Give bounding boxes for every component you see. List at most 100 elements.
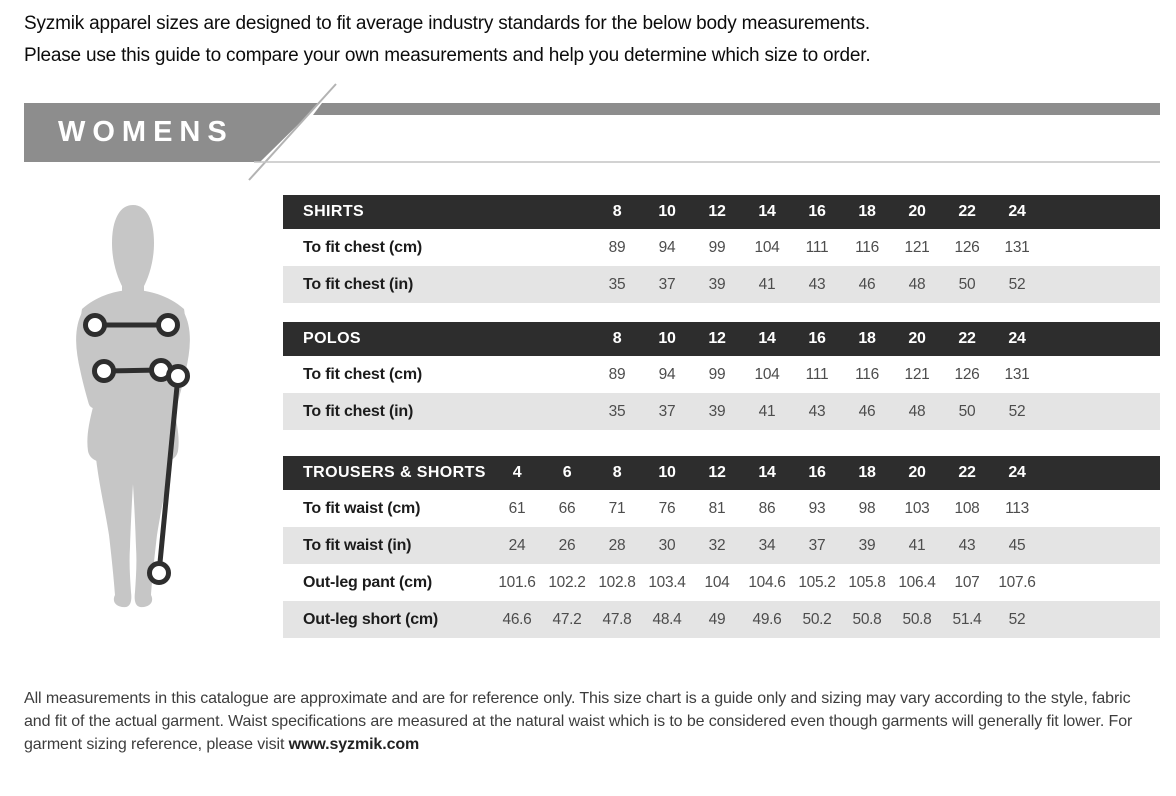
value-cell: 28 — [608, 536, 626, 554]
table-title: SHIRTS — [303, 203, 365, 220]
value-cell: 126 — [954, 365, 980, 383]
value-cell: 45 — [1008, 536, 1026, 554]
size-column-header: 20 — [908, 330, 926, 347]
silhouette-leg-right — [129, 435, 172, 608]
size-column-header: 18 — [858, 330, 876, 347]
footer-note: All measurements in this catalogue are a… — [24, 687, 1160, 756]
value-cell: 35 — [608, 402, 626, 420]
value-cell: 94 — [658, 365, 676, 383]
size-column-header: 12 — [708, 203, 726, 220]
value-cell: 49.6 — [752, 610, 782, 628]
size-column-header: 22 — [958, 330, 976, 347]
shirts-size-table: SHIRTS 8 10 12 14 16 18 20 22 24 To fit chest (cm)… — [283, 195, 1160, 303]
size-column-header: 24 — [1008, 464, 1026, 481]
chest-measure-dot-right — [156, 313, 180, 337]
row-label: To fit chest (in) — [303, 402, 414, 420]
silhouette-leg-left — [94, 435, 137, 608]
value-cell: 39 — [708, 402, 726, 420]
value-cell: 47.2 — [552, 610, 582, 628]
value-cell: 43 — [808, 402, 826, 420]
table-data-row: To fit chest (cm) 89 94 99 104 111 116 121 126 13… — [283, 229, 1160, 266]
banner-graphic — [24, 83, 1160, 181]
value-cell: 94 — [658, 238, 676, 256]
value-cell: 37 — [658, 275, 676, 293]
size-column-header: 8 — [612, 464, 622, 481]
value-cell: 26 — [558, 536, 576, 554]
table-header-row: SHIRTS 8 10 12 14 16 18 20 22 24 — [283, 195, 1160, 229]
size-column-header: 16 — [808, 464, 826, 481]
value-cell: 89 — [608, 365, 626, 383]
value-cell: 47.8 — [602, 610, 632, 628]
size-column-header: 12 — [708, 464, 726, 481]
value-cell: 66 — [558, 499, 576, 517]
size-column-header: 8 — [612, 330, 622, 347]
row-label: To fit waist (in) — [303, 536, 412, 554]
outleg-measure-line — [156, 375, 181, 574]
polos-size-table: POLOS 8 10 12 14 16 18 20 22 24 To fit chest (cm) 8… — [283, 322, 1160, 430]
value-cell: 35 — [608, 275, 626, 293]
value-cell: 111 — [805, 238, 829, 256]
size-column-header: 10 — [658, 464, 676, 481]
value-cell: 93 — [808, 499, 826, 517]
size-column-header: 18 — [858, 464, 876, 481]
value-cell: 48 — [908, 402, 926, 420]
table-data-row: To fit chest (cm) 89 94 99 104 111 116 121 126 13… — [283, 356, 1160, 393]
value-cell: 131 — [1004, 365, 1030, 383]
size-column-header: 8 — [612, 203, 622, 220]
value-cell: 116 — [855, 365, 879, 383]
value-cell: 81 — [708, 499, 726, 517]
value-cell: 48 — [908, 275, 926, 293]
outleg-measure-dot-top — [166, 364, 190, 388]
value-cell: 126 — [954, 238, 980, 256]
value-cell: 48.4 — [652, 610, 682, 628]
banner-top-stripe — [313, 103, 1160, 115]
value-cell: 41 — [758, 402, 776, 420]
silhouette-torso — [80, 290, 186, 465]
body-measurement-figure — [76, 205, 190, 608]
value-cell: 104 — [704, 573, 730, 591]
value-cell: 76 — [658, 499, 676, 517]
value-cell: 113 — [1005, 499, 1029, 517]
waist-measure-dot-left — [92, 359, 116, 383]
table-data-row: To fit waist (cm) 61 66 71 76 81 86 93 98 103 108 1… — [283, 490, 1160, 527]
intro-line-1: Syzmik apparel sizes are designed to fit… — [24, 13, 871, 34]
table-data-row: Out-leg pant (cm) 101.6 102.2 102.8 103.4 104… — [283, 564, 1160, 601]
value-cell: 99 — [708, 238, 726, 256]
size-column-header: 4 — [512, 464, 522, 481]
size-column-header: 14 — [758, 203, 776, 220]
value-cell: 51.4 — [952, 610, 982, 628]
value-cell: 52 — [1008, 402, 1026, 420]
value-cell: 50 — [958, 402, 976, 420]
size-column-header: 14 — [758, 464, 776, 481]
table-data-row: To fit chest (in) 35 37 39 41 43 46 48 50 52 — [283, 393, 1160, 430]
value-cell: 50.8 — [902, 610, 932, 628]
value-cell: 108 — [954, 499, 980, 517]
size-column-header: 6 — [562, 464, 572, 481]
table-header-row: TROUSERS & SHORTS 4 6 8 10 12 14 16 18 20 22 24 — [283, 456, 1160, 490]
size-column-header: 24 — [1008, 330, 1026, 347]
value-cell: 39 — [858, 536, 876, 554]
size-column-header: 10 — [658, 330, 676, 347]
value-cell: 46 — [858, 402, 876, 420]
table-data-row: To fit waist (in) 24 26 28 30 32 34 37 39 41 43 45 — [283, 527, 1160, 564]
womens-banner: WOMENS — [0, 80, 1176, 185]
value-cell: 52 — [1008, 275, 1026, 293]
table-header-row: POLOS 8 10 12 14 16 18 20 22 24 — [283, 322, 1160, 356]
value-cell: 107 — [954, 573, 980, 591]
value-cell: 102.8 — [598, 573, 636, 591]
value-cell: 106.4 — [898, 573, 936, 591]
size-column-header: 20 — [908, 203, 926, 220]
value-cell: 43 — [958, 536, 976, 554]
value-cell: 131 — [1004, 238, 1030, 256]
value-cell: 50.2 — [802, 610, 832, 628]
value-cell: 103 — [904, 499, 930, 517]
silhouette-neck — [122, 267, 144, 297]
table-data-row: To fit chest (in) 35 37 39 41 43 46 48 50 52 — [283, 266, 1160, 303]
row-label: To fit chest (in) — [303, 275, 414, 293]
value-cell: 89 — [608, 238, 626, 256]
value-cell: 50.8 — [852, 610, 882, 628]
value-cell: 46 — [858, 275, 876, 293]
size-column-header: 12 — [708, 330, 726, 347]
value-cell: 101.6 — [498, 573, 536, 591]
